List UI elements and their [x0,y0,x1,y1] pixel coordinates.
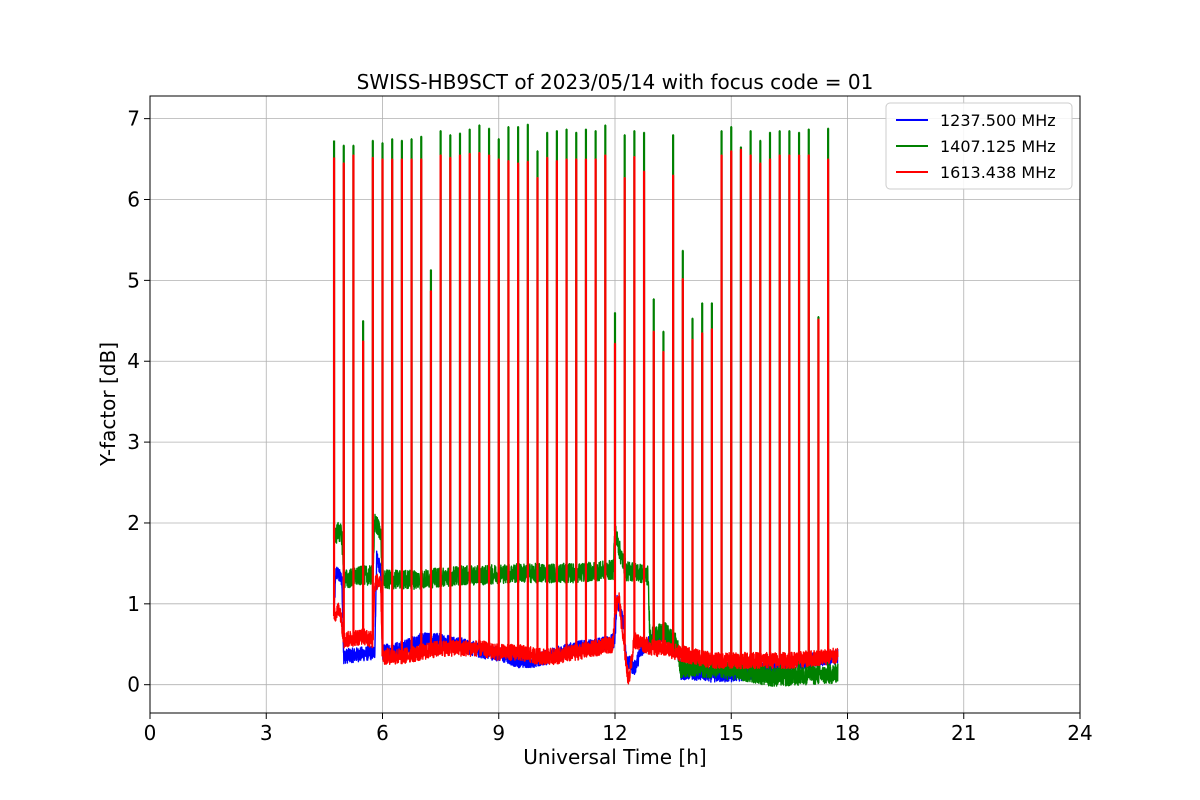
x-tick-label: 3 [260,721,273,745]
legend: 1237.500 MHz 1407.125 MHz 1613.438 MHz [885,102,1073,190]
y-tick-label: 4 [127,349,140,373]
y-axis-label: Y-factor [dB] [96,342,120,467]
y-tick-label: 6 [127,188,140,212]
chart-title: SWISS-HB9SCT of 2023/05/14 with focus co… [357,70,874,94]
x-tick-label: 9 [492,721,505,745]
legend-label-1: 1407.125 MHz [940,137,1056,156]
y-axis: 0 1 2 3 4 5 6 7 [127,107,150,697]
x-axis-label: Universal Time [h] [523,745,706,769]
series-line-1 [333,123,839,687]
series-line-2 [333,148,839,685]
x-tick-label: 12 [602,721,627,745]
y-tick-label: 3 [127,430,140,454]
legend-box [885,102,1073,190]
y-tick-label: 1 [127,592,140,616]
x-tick-label: 18 [835,721,860,745]
x-tick-label: 24 [1067,721,1092,745]
x-axis: 0 3 6 9 12 15 18 21 24 [144,713,1093,745]
y-tick-label: 2 [127,511,140,535]
y-tick-label: 5 [127,268,140,292]
legend-label-0: 1237.500 MHz [940,111,1056,130]
y-tick-label: 7 [127,107,140,131]
x-tick-label: 0 [144,721,157,745]
x-tick-label: 21 [951,721,976,745]
y-tick-label: 0 [127,673,140,697]
x-tick-label: 6 [376,721,389,745]
x-tick-label: 15 [719,721,744,745]
series-layer [332,123,839,687]
legend-label-2: 1613.438 MHz [940,163,1056,182]
